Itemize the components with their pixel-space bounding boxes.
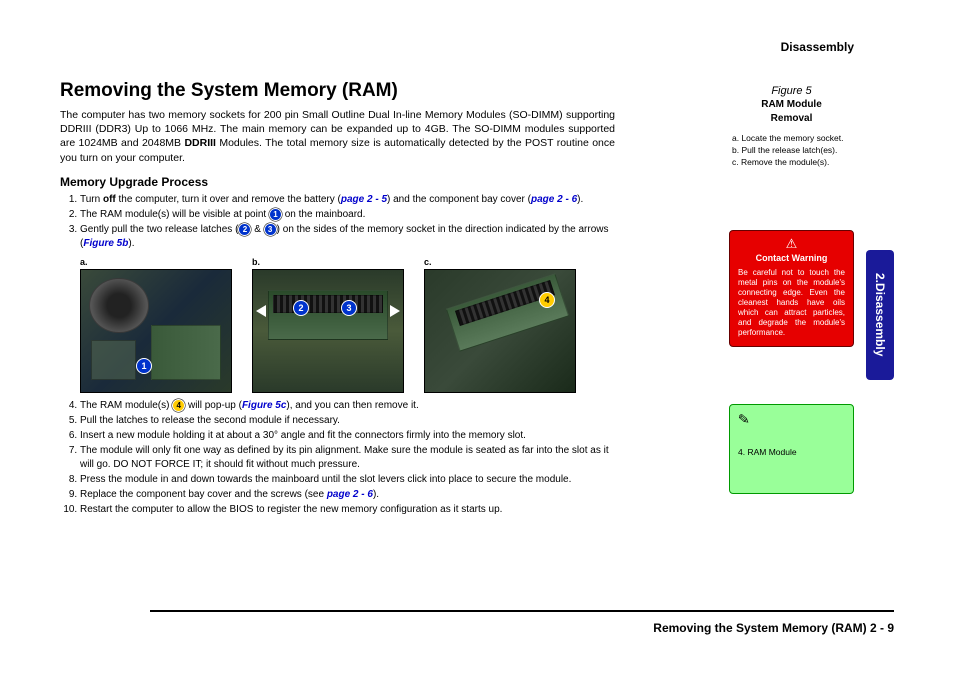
substep-c: c. Remove the module(s). (732, 157, 851, 168)
figure-label-c: c. (424, 257, 576, 267)
figure-c: c. 4 (424, 257, 576, 393)
step-1: Turn off the computer, turn it over and … (80, 193, 620, 207)
intro-paragraph: The computer has two memory sockets for … (60, 108, 615, 165)
step-text: & (251, 224, 263, 235)
marker-2-icon: 2 (293, 300, 309, 316)
substep-b: b. Pull the release latch(es). (732, 145, 851, 156)
step-9: Replace the component bay cover and the … (80, 488, 620, 502)
ram-slot-icon (151, 325, 221, 380)
footer-text: Removing the System Memory (RAM) 2 - 9 (653, 621, 894, 635)
substep-a: a. Locate the memory socket. (732, 133, 851, 144)
step-text: Gently pull the two release latches ( (80, 224, 238, 235)
figure-image-a: 1 (80, 269, 232, 393)
chapter-tab: 2.Disassembly (866, 250, 894, 380)
step-text: Turn (80, 194, 103, 205)
page-link[interactable]: page 2 - 6 (327, 489, 373, 500)
figure-title-line1: RAM Module (729, 98, 854, 111)
warning-icon: ⚠ (738, 237, 845, 250)
step-bold: off (103, 194, 116, 205)
figure-title-line2: Removal (729, 112, 854, 125)
step-text: on the mainboard. (282, 209, 365, 220)
marker-1-icon: 1 (269, 208, 282, 221)
step-2: The RAM module(s) will be visible at poi… (80, 208, 620, 222)
step-text: The RAM module(s) will be visible at poi… (80, 209, 269, 220)
step-text: ). (128, 238, 134, 249)
figure-substeps: a. Locate the memory socket. b. Pull the… (729, 133, 854, 168)
figure-link[interactable]: Figure 5b (83, 238, 128, 249)
marker-4-icon: 4 (539, 292, 555, 308)
step-8: Press the module in and down towards the… (80, 473, 620, 487)
figure-number: Figure 5 (729, 85, 854, 97)
note-callout: ✎ 4. RAM Module (729, 404, 854, 494)
subheading: Memory Upgrade Process (60, 175, 894, 189)
note-item: 4. RAM Module (738, 447, 845, 457)
step-text: the computer, turn it over and remove th… (116, 194, 341, 205)
pencil-icon: ✎ (737, 411, 750, 429)
marker-1-icon: 1 (136, 358, 152, 374)
step-3: Gently pull the two release latches (2 &… (80, 223, 620, 251)
chip-icon (91, 340, 136, 380)
page-link[interactable]: page 2 - 5 (341, 194, 387, 205)
step-4: The RAM module(s) 4 will pop-up (Figure … (80, 399, 620, 413)
figure-caption-sidebar: Figure 5 RAM Module Removal a. Locate th… (729, 85, 854, 169)
marker-3-icon: 3 (264, 223, 277, 236)
page-link[interactable]: page 2 - 6 (531, 194, 577, 205)
step-text: ), and you can then remove it. (286, 400, 418, 411)
step-text: The RAM module(s) (80, 400, 172, 411)
figure-image-c: 4 (424, 269, 576, 393)
step-text: ). (577, 194, 583, 205)
warning-title: Contact Warning (738, 253, 845, 263)
step-5: Pull the latches to release the second m… (80, 414, 620, 428)
figure-link[interactable]: Figure 5c (242, 400, 286, 411)
step-text: ). (373, 489, 379, 500)
figure-label-b: b. (252, 257, 404, 267)
step-7: The module will only fit one way as defi… (80, 444, 620, 472)
steps-list-top: Turn off the computer, turn it over and … (80, 193, 620, 251)
steps-list-bottom: The RAM module(s) 4 will pop-up (Figure … (80, 399, 620, 517)
marker-4-icon: 4 (172, 399, 185, 412)
step-6: Insert a new module holding it at about … (80, 429, 620, 443)
page-root: Disassembly Removing the System Memory (… (0, 0, 954, 675)
ram-chips-icon (273, 295, 383, 313)
warning-callout: ⚠ Contact Warning Be careful not to touc… (729, 230, 854, 347)
warning-text: Be careful not to touch the metal pins o… (738, 268, 845, 338)
header-section: Disassembly (781, 40, 854, 54)
arrow-left-icon (256, 305, 266, 317)
arrow-right-icon (390, 305, 400, 317)
figure-image-b: 2 3 (252, 269, 404, 393)
step-10: Restart the computer to allow the BIOS t… (80, 503, 620, 517)
marker-2-icon: 2 (238, 223, 251, 236)
marker-3-icon: 3 (341, 300, 357, 316)
intro-bold: DDRIII (184, 137, 216, 149)
step-text: will pop-up ( (185, 400, 242, 411)
footer-rule (150, 610, 894, 612)
step-text: Replace the component bay cover and the … (80, 489, 327, 500)
figure-label-a: a. (80, 257, 232, 267)
step-text: ) and the component bay cover ( (387, 194, 531, 205)
figure-a: a. 1 (80, 257, 232, 393)
fan-icon (89, 278, 149, 333)
figure-b: b. 2 3 (252, 257, 404, 393)
